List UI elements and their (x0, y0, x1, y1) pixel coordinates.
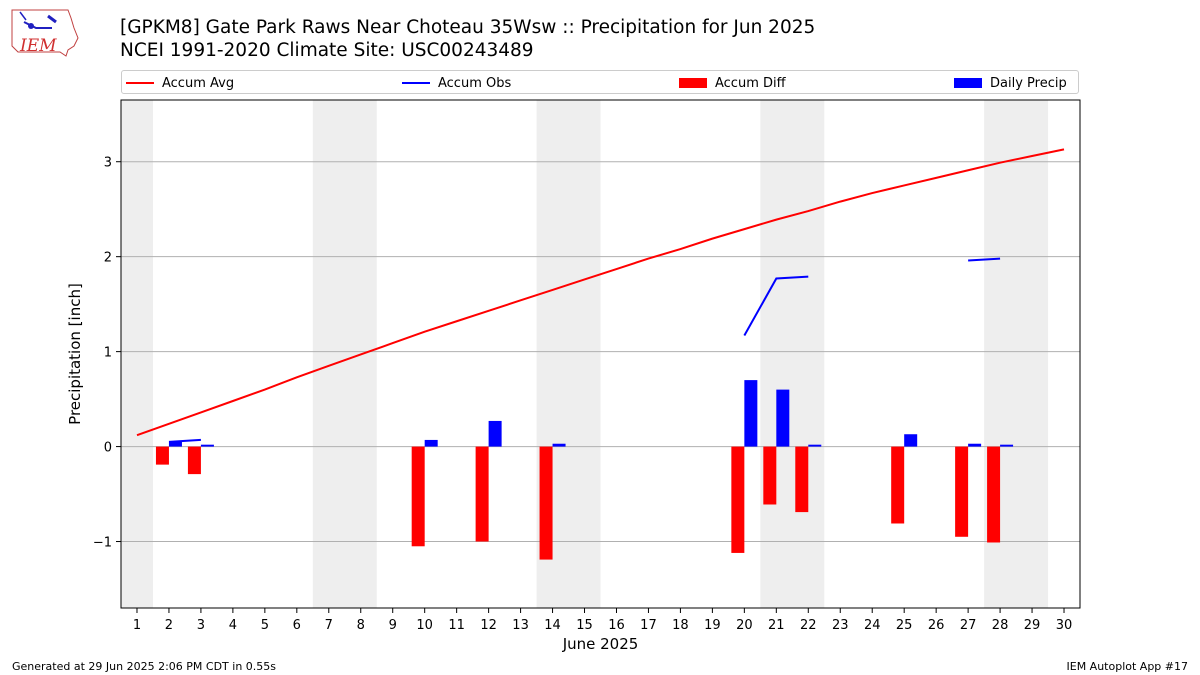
bar-accum-diff-day-20 (731, 446, 745, 553)
app-credit: IEM Autoplot App #17 (1066, 660, 1189, 673)
line-accum-avg (136, 148, 1065, 437)
bar-daily-precip-day-12 (488, 420, 502, 447)
xtick-label-27: 27 (960, 618, 977, 633)
bar-daily-precip-day-25 (904, 434, 918, 447)
ytick-label-0: 0 (104, 441, 112, 456)
xtick-label-21: 21 (768, 618, 785, 633)
y-axis-label: Precipitation [inch] (66, 283, 84, 425)
legend-item-accum-obs: Accum Obs (402, 74, 511, 92)
legend-swatch-daily-precip (954, 78, 982, 88)
xtick-label-10: 10 (416, 618, 433, 633)
xtick-label-6: 6 (293, 618, 301, 633)
x-axis-label: June 2025 (562, 635, 639, 653)
xtick-label-2: 2 (165, 618, 173, 633)
bar-daily-precip-day-20 (744, 380, 758, 447)
xtick-label-18: 18 (672, 618, 689, 633)
line-accum-obs-segment-1 (743, 275, 809, 336)
xtick-label-23: 23 (832, 618, 849, 633)
ytick-label--1: −1 (93, 536, 112, 551)
xtick-label-8: 8 (357, 618, 365, 633)
ytick-label-3: 3 (104, 156, 112, 171)
bar-accum-diff-day-12 (475, 446, 489, 542)
bar-daily-precip-day-3 (200, 444, 214, 447)
logo-text: IEM (19, 36, 57, 56)
bar-daily-precip-day-22 (808, 444, 822, 447)
bar-accum-diff-day-25 (891, 446, 905, 524)
ytick-label-2: 2 (104, 251, 112, 266)
legend-label-accum-obs: Accum Obs (438, 75, 512, 91)
xtick-label-29: 29 (1024, 618, 1041, 633)
bar-daily-precip-day-10 (424, 439, 438, 447)
xtick-label-3: 3 (197, 618, 205, 633)
chart-title: [GPKM8] Gate Park Raws Near Choteau 35Ws… (120, 17, 816, 38)
bar-daily-precip-day-27 (968, 443, 982, 447)
xtick-label-11: 11 (448, 618, 465, 633)
xtick-label-28: 28 (992, 618, 1009, 633)
line-accum-obs-segment-0 (168, 438, 201, 443)
xtick-label-4: 4 (229, 618, 237, 633)
bar-accum-diff-day-28 (987, 446, 1001, 543)
iem-logo: IEM (11, 9, 79, 57)
legend: Accum Avg Accum Obs Accum Diff Daily Pre… (121, 70, 1079, 94)
legend-swatch-accum-avg (126, 82, 154, 84)
chart-subtitle: NCEI 1991-2020 Climate Site: USC00243489 (120, 40, 534, 61)
legend-label-accum-diff: Accum Diff (715, 75, 786, 91)
xtick-label-24: 24 (864, 618, 881, 633)
xtick-label-7: 7 (325, 618, 333, 633)
xtick-label-9: 9 (389, 618, 397, 633)
ytick-label-1: 1 (104, 346, 112, 361)
xtick-label-26: 26 (928, 618, 945, 633)
legend-swatch-accum-diff (679, 78, 707, 88)
xtick-label-20: 20 (736, 618, 753, 633)
legend-item-accum-diff: Accum Diff (679, 74, 786, 92)
xtick-label-22: 22 (800, 618, 817, 633)
legend-item-accum-avg: Accum Avg (126, 74, 234, 92)
bar-accum-diff-day-21 (763, 446, 777, 505)
xtick-label-12: 12 (480, 618, 497, 633)
legend-swatch-accum-obs (402, 82, 430, 84)
xtick-label-19: 19 (704, 618, 721, 633)
xtick-label-5: 5 (261, 618, 269, 633)
plot-frame (120, 99, 1081, 609)
line-accum-obs-segment-2 (968, 257, 1001, 262)
bar-accum-diff-day-14 (539, 446, 553, 560)
xtick-label-16: 16 (608, 618, 625, 633)
xtick-label-14: 14 (544, 618, 561, 633)
bar-daily-precip-day-21 (776, 389, 790, 447)
bar-accum-diff-day-27 (955, 446, 969, 537)
bar-accum-diff-day-3 (187, 446, 201, 475)
weekend-band-0 (121, 100, 153, 608)
bar-accum-diff-day-2 (155, 446, 169, 465)
xtick-label-25: 25 (896, 618, 913, 633)
bar-daily-precip-day-2 (168, 441, 182, 447)
bar-daily-precip-day-28 (1000, 444, 1014, 447)
legend-item-daily-precip: Daily Precip (954, 74, 1067, 92)
generated-timestamp: Generated at 29 Jun 2025 2:06 PM CDT in … (12, 660, 277, 673)
xtick-label-13: 13 (512, 618, 529, 633)
xtick-label-1: 1 (133, 618, 141, 633)
legend-label-accum-avg: Accum Avg (162, 75, 235, 91)
xtick-label-15: 15 (576, 618, 593, 633)
legend-label-daily-precip: Daily Precip (990, 75, 1067, 91)
xtick-label-30: 30 (1056, 618, 1073, 633)
xtick-label-17: 17 (640, 618, 657, 633)
weekend-band-1 (312, 100, 377, 608)
weekend-band-3 (760, 100, 825, 608)
bar-daily-precip-day-14 (552, 443, 566, 447)
bar-accum-diff-day-22 (795, 446, 809, 513)
bar-accum-diff-day-10 (411, 446, 425, 547)
